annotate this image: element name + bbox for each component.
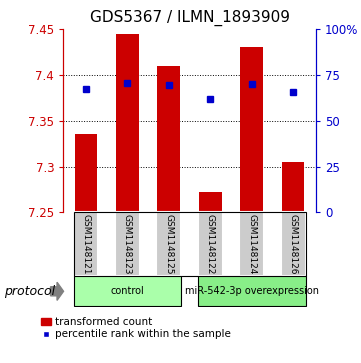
Bar [75,134,97,212]
Text: GSM1148122: GSM1148122 [206,214,215,274]
Bar [280,212,305,276]
Text: GSM1148124: GSM1148124 [247,214,256,274]
Bar [199,192,222,212]
Bar [156,212,181,276]
Bar [115,212,140,276]
Text: protocol: protocol [4,285,55,298]
Bar [74,212,99,276]
Bar [240,47,263,212]
Bar [116,34,139,212]
Text: GSM1148125: GSM1148125 [164,214,173,274]
Bar [157,66,180,212]
Bar [198,212,223,276]
Text: GSM1148121: GSM1148121 [82,214,91,274]
Text: miR-542-3p overexpression: miR-542-3p overexpression [185,286,319,296]
Text: GSM1148123: GSM1148123 [123,214,132,274]
Bar [239,212,264,276]
Text: GSM1148126: GSM1148126 [288,214,297,274]
Bar [282,162,304,212]
Legend: transformed count, percentile rank within the sample: transformed count, percentile rank withi… [41,317,231,339]
Bar [198,277,305,306]
Bar [74,277,181,306]
Text: control: control [110,286,144,296]
Title: GDS5367 / ILMN_1893909: GDS5367 / ILMN_1893909 [90,10,290,26]
